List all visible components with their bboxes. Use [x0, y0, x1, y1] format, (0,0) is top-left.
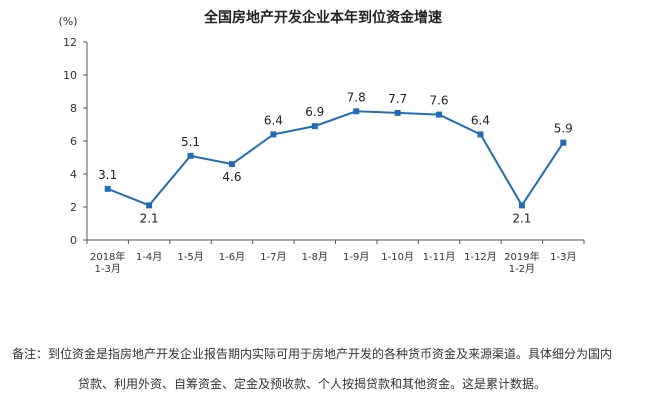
data-point: [436, 111, 443, 118]
x-tick-label: 1-10月: [381, 251, 414, 263]
x-tick-label-line: 2019年: [504, 250, 539, 263]
x-tick-label: 1-8月: [302, 251, 328, 263]
data-label: 7.7: [388, 92, 407, 106]
data-label: 2.1: [140, 211, 159, 225]
data-label: 5.9: [554, 122, 573, 136]
data-point: [104, 185, 111, 192]
y-axis-unit: (%): [58, 15, 77, 28]
x-tick-label: 1-11月: [423, 251, 456, 263]
x-tick-label: 1-4月: [136, 251, 162, 263]
x-tick-label: 1-3月: [550, 251, 576, 263]
x-tick-label-line: 1-9月: [343, 251, 369, 263]
x-tick-label-line: 1-12月: [464, 251, 497, 263]
x-tick-label: 1-9月: [343, 251, 369, 263]
x-tick-label: 1-12月: [464, 251, 497, 263]
axes: [86, 42, 584, 241]
data-point: [270, 131, 277, 138]
x-tick-label-line: 1-2月: [509, 263, 535, 275]
x-tick-label-line: 1-7月: [260, 251, 286, 263]
y-tick-label: 2: [70, 201, 77, 214]
chart-title: 全国房地产开发企业本年到位资金增速: [203, 9, 442, 26]
x-tick-label-line: 1-3月: [95, 263, 121, 275]
x-tick-label-line: 2018年: [90, 250, 125, 263]
data-label: 2.1: [512, 211, 531, 225]
data-label: 4.6: [222, 170, 241, 184]
y-axis-ticks: 0 2 4 6 8 10 12: [63, 36, 87, 247]
x-tick-label: 1-7月: [260, 251, 286, 263]
x-tick-label-line: 1-8月: [302, 251, 328, 263]
data-label: 5.1: [181, 135, 200, 149]
data-point: [394, 109, 401, 116]
x-tick-label-line: 1-4月: [136, 251, 162, 263]
data-point: [146, 202, 153, 209]
data-point: [477, 131, 484, 138]
footnote-line-2: 贷款、利用外资、自筹资金、定金及预收款、个人按揭贷款和其他资金。这是累计数据。: [78, 377, 547, 391]
x-tick-label: 1-6月: [219, 251, 245, 263]
data-point: [311, 123, 318, 130]
x-tick-label-line: 1-10月: [381, 251, 414, 263]
data-label: 6.9: [305, 105, 324, 119]
data-label: 3.1: [98, 168, 117, 182]
x-tick-label: 1-5月: [177, 251, 203, 263]
x-tick-label-line: 1-5月: [177, 251, 203, 263]
y-tick-label: 10: [63, 69, 77, 82]
footnote-line-1: 备注：到位资金是指房地产开发企业报告期内实际可用于房地产开发的各种货币资金及来源…: [12, 347, 613, 361]
y-tick-label: 12: [63, 36, 77, 49]
data-label: 7.6: [429, 94, 448, 108]
series-line: [104, 108, 567, 209]
x-tick-label-line: 1-6月: [219, 251, 245, 263]
data-point: [228, 161, 235, 168]
y-tick-label: 4: [70, 168, 77, 181]
data-labels: 3.1 2.1 5.1 4.6 6.4 6.9 7.8 7.7 7.6 6.4 2.1 5.9: [98, 90, 573, 225]
data-label: 7.8: [347, 90, 366, 104]
data-point: [187, 152, 194, 159]
x-tick-label-line: 1-3月: [550, 251, 576, 263]
data-label: 6.4: [264, 113, 283, 127]
data-point: [518, 202, 525, 209]
y-tick-label: 6: [70, 135, 77, 148]
series-line-path: [107, 110, 565, 208]
data-label: 6.4: [471, 113, 490, 127]
y-tick-label: 8: [70, 102, 77, 115]
x-tick-label-line: 1-11月: [423, 251, 456, 263]
data-point: [353, 108, 360, 115]
y-tick-label: 0: [70, 234, 77, 247]
data-point: [560, 139, 567, 146]
